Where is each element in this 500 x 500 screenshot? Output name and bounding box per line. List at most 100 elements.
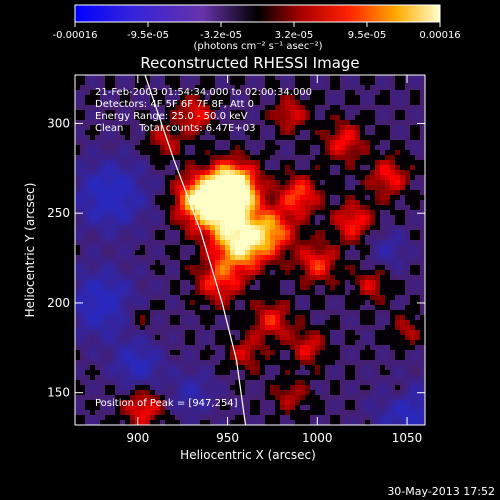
heatmap-cell [335, 290, 341, 296]
heatmap-cell [395, 390, 401, 396]
heatmap-cell [240, 375, 246, 381]
x-tick-label: 1050 [392, 431, 423, 445]
heatmap-cell [395, 380, 401, 386]
heatmap-cell [105, 215, 111, 221]
heatmap-cell [280, 75, 286, 81]
heatmap-cell [390, 115, 396, 121]
heatmap-cell [300, 305, 306, 311]
heatmap-cell [110, 345, 116, 351]
heatmap-cell [335, 405, 341, 411]
heatmap-cell [415, 200, 421, 206]
heatmap-cell [360, 275, 366, 281]
heatmap-cell [95, 225, 101, 231]
heatmap-cell [280, 290, 286, 296]
heatmap-cell [390, 80, 396, 86]
heatmap-cell [410, 240, 416, 246]
heatmap-cell [290, 370, 296, 376]
heatmap-cell [260, 310, 266, 316]
heatmap-cell [215, 390, 221, 396]
heatmap-cell [355, 385, 361, 391]
heatmap-cell [280, 210, 286, 216]
heatmap-cell [380, 320, 386, 326]
heatmap-cell [255, 95, 261, 101]
heatmap-cell [285, 405, 291, 411]
heatmap-cell [350, 270, 356, 276]
heatmap-cell [385, 245, 391, 251]
heatmap-cell [120, 200, 126, 206]
heatmap-cell [395, 190, 401, 196]
heatmap-cell [210, 415, 216, 421]
heatmap-cell [115, 285, 121, 291]
heatmap-cell [265, 140, 271, 146]
heatmap-cell [365, 185, 371, 191]
heatmap-cell [280, 95, 286, 101]
heatmap-cell [255, 110, 261, 116]
heatmap-cell [215, 335, 221, 341]
heatmap-cell [155, 255, 161, 261]
heatmap-cell [250, 195, 256, 201]
heatmap-cell [200, 140, 206, 146]
heatmap-cell [230, 180, 236, 186]
heatmap-cell [245, 220, 251, 226]
heatmap-cell [75, 185, 81, 191]
heatmap-cell [330, 380, 336, 386]
heatmap-cell [230, 325, 236, 331]
heatmap-cell [315, 185, 321, 191]
heatmap-cell [220, 405, 226, 411]
heatmap-cell [165, 355, 171, 361]
heatmap-cell [395, 420, 401, 425]
heatmap-cell [90, 390, 96, 396]
heatmap-cell [320, 110, 326, 116]
heatmap-image [75, 75, 425, 425]
heatmap-cell [310, 155, 316, 161]
heatmap-cell [305, 85, 311, 91]
heatmap-cell [345, 285, 351, 291]
heatmap-cell [180, 85, 186, 91]
heatmap-cell [80, 160, 86, 166]
heatmap-cell [140, 120, 146, 126]
heatmap-cell [90, 275, 96, 281]
heatmap-cell [170, 375, 176, 381]
heatmap-cell [270, 330, 276, 336]
heatmap-cell [335, 215, 341, 221]
heatmap-cell [180, 195, 186, 201]
heatmap-cell [145, 330, 151, 336]
heatmap-cell [75, 215, 81, 221]
heatmap-cell [200, 315, 206, 321]
heatmap-cell [420, 305, 425, 311]
heatmap-cell [240, 80, 246, 86]
heatmap-cell [395, 75, 401, 81]
heatmap-cell [385, 210, 391, 216]
heatmap-cell [125, 190, 131, 196]
heatmap-cell [160, 90, 166, 96]
heatmap-cell [305, 105, 311, 111]
heatmap-cell [115, 315, 121, 321]
heatmap-cell [365, 255, 371, 261]
heatmap-cell [220, 140, 226, 146]
heatmap-cell [270, 165, 276, 171]
heatmap-cell [405, 195, 411, 201]
heatmap-cell [145, 115, 151, 121]
heatmap-cell [345, 75, 351, 81]
heatmap-cell [200, 255, 206, 261]
heatmap-cell [330, 100, 336, 106]
heatmap-cell [90, 180, 96, 186]
heatmap-cell [345, 335, 351, 341]
heatmap-cell [110, 375, 116, 381]
heatmap-cell [295, 180, 301, 186]
heatmap-cell [295, 375, 301, 381]
heatmap-cell [175, 205, 181, 211]
heatmap-cell [280, 325, 286, 331]
heatmap-cell [155, 360, 161, 366]
heatmap-cell [335, 120, 341, 126]
heatmap-cell [285, 210, 291, 216]
heatmap-cell [385, 100, 391, 106]
heatmap-cell [395, 125, 401, 131]
heatmap-cell [375, 365, 381, 371]
heatmap-cell [100, 290, 106, 296]
heatmap-cell [260, 365, 266, 371]
heatmap-cell [275, 315, 281, 321]
heatmap-cell [240, 370, 246, 376]
heatmap-cell [365, 225, 371, 231]
heatmap-cell [190, 325, 196, 331]
